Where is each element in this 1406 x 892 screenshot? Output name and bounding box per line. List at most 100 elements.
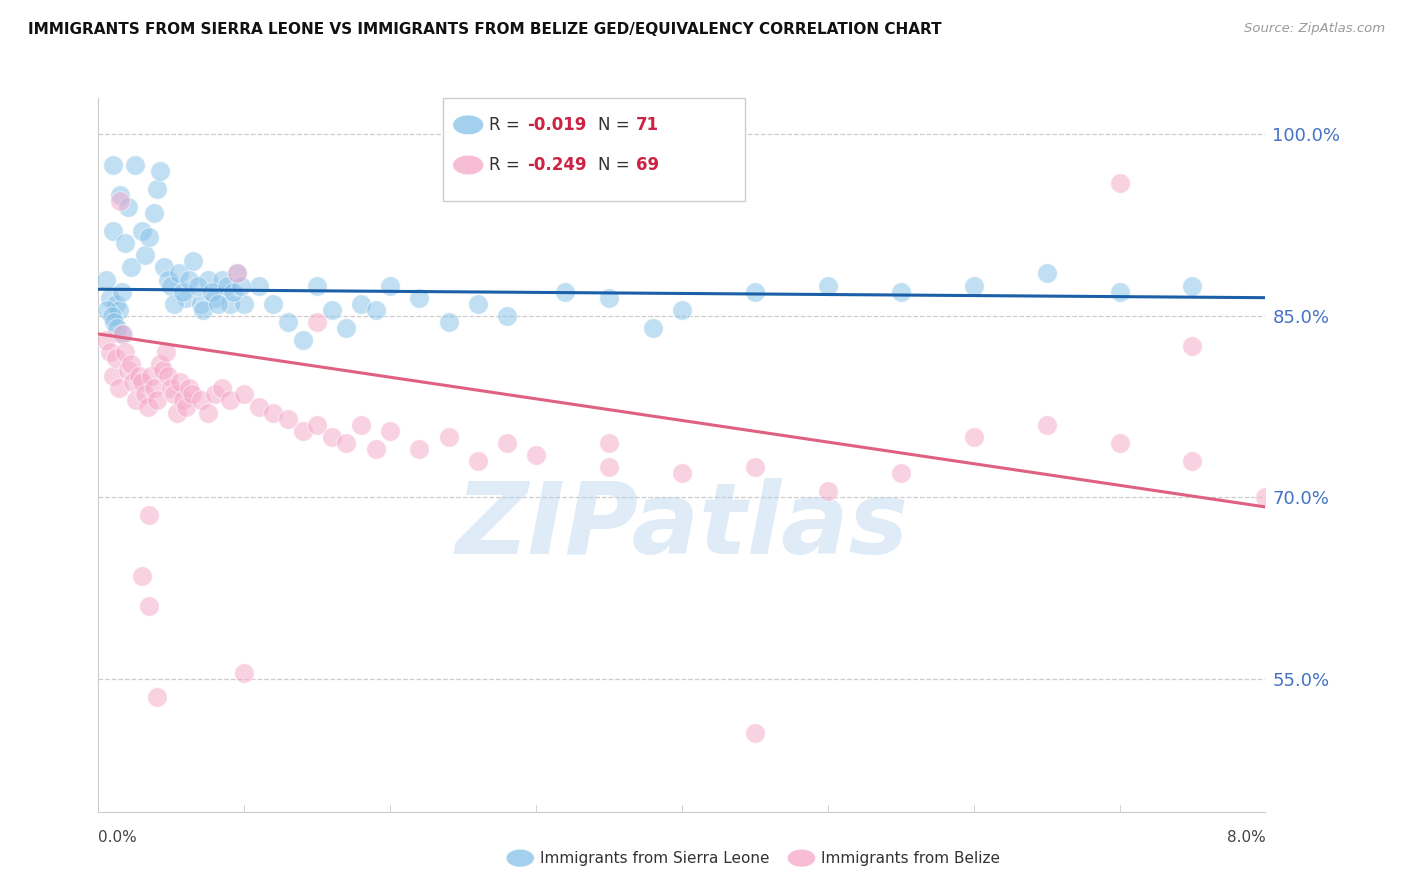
- Point: [364, 302, 387, 317]
- Point: [146, 393, 169, 408]
- Point: [226, 267, 249, 281]
- Point: [262, 406, 284, 420]
- Point: [149, 357, 172, 371]
- Point: [101, 224, 124, 238]
- Point: [112, 326, 135, 341]
- Point: [744, 726, 766, 740]
- Text: Immigrants from Sierra Leone: Immigrants from Sierra Leone: [540, 851, 769, 865]
- Point: [1035, 267, 1057, 281]
- Point: [307, 278, 329, 293]
- Point: [744, 460, 766, 475]
- Point: [122, 376, 145, 390]
- Point: [1181, 278, 1204, 293]
- Point: [197, 272, 219, 286]
- Text: 0.0%: 0.0%: [98, 830, 138, 845]
- Point: [467, 297, 489, 311]
- Point: [190, 297, 212, 311]
- Point: [524, 448, 547, 462]
- Point: [180, 387, 202, 401]
- Point: [152, 363, 174, 377]
- Point: [380, 424, 402, 438]
- Point: [598, 435, 620, 450]
- Text: ZIPatlas: ZIPatlas: [456, 478, 908, 574]
- Point: [131, 569, 153, 583]
- Point: [110, 187, 132, 202]
- Point: [167, 267, 190, 281]
- Text: 8.0%: 8.0%: [1226, 830, 1265, 845]
- Point: [1181, 454, 1204, 468]
- Text: -0.019: -0.019: [527, 116, 586, 134]
- Point: [350, 297, 373, 311]
- Point: [307, 315, 329, 329]
- Point: [98, 291, 121, 305]
- Point: [131, 224, 153, 238]
- Point: [437, 315, 460, 329]
- Text: -0.249: -0.249: [527, 156, 586, 174]
- Point: [204, 291, 226, 305]
- Point: [142, 381, 165, 395]
- Point: [211, 272, 233, 286]
- Point: [114, 236, 136, 251]
- Point: [598, 460, 620, 475]
- Point: [598, 291, 620, 305]
- Point: [100, 309, 122, 323]
- Point: [671, 302, 693, 317]
- Point: [226, 267, 249, 281]
- Point: [111, 326, 134, 341]
- Point: [125, 393, 148, 408]
- Point: [160, 278, 183, 293]
- Point: [139, 369, 162, 384]
- Point: [1108, 285, 1130, 299]
- Point: [193, 302, 215, 317]
- Point: [364, 442, 387, 456]
- Point: [157, 369, 180, 384]
- Point: [233, 387, 256, 401]
- Point: [104, 297, 127, 311]
- Point: [233, 297, 256, 311]
- Point: [233, 665, 256, 680]
- Point: [108, 302, 131, 317]
- Point: [124, 158, 146, 172]
- Point: [204, 387, 226, 401]
- Point: [554, 285, 576, 299]
- Point: [146, 690, 169, 704]
- Point: [201, 285, 224, 299]
- Point: [1108, 435, 1130, 450]
- Point: [1254, 490, 1277, 504]
- Text: N =: N =: [598, 156, 634, 174]
- Point: [136, 400, 159, 414]
- Point: [166, 406, 188, 420]
- Point: [96, 302, 118, 317]
- Point: [138, 599, 160, 613]
- Point: [138, 230, 160, 244]
- Point: [94, 333, 117, 347]
- Point: [169, 376, 191, 390]
- Point: [110, 194, 132, 208]
- Point: [157, 272, 180, 286]
- Point: [128, 369, 150, 384]
- Point: [117, 363, 139, 377]
- Point: [187, 278, 209, 293]
- Point: [120, 260, 142, 275]
- Text: 69: 69: [636, 156, 658, 174]
- Point: [744, 285, 766, 299]
- Point: [94, 272, 117, 286]
- Point: [467, 454, 489, 468]
- Point: [114, 345, 136, 359]
- Point: [335, 435, 357, 450]
- Point: [307, 417, 329, 432]
- Point: [321, 430, 343, 444]
- Text: R =: R =: [489, 156, 526, 174]
- Point: [190, 393, 212, 408]
- Point: [277, 315, 299, 329]
- Point: [104, 351, 127, 366]
- Point: [218, 297, 240, 311]
- Text: IMMIGRANTS FROM SIERRA LEONE VS IMMIGRANTS FROM BELIZE GED/EQUIVALENCY CORRELATI: IMMIGRANTS FROM SIERRA LEONE VS IMMIGRAN…: [28, 22, 942, 37]
- Point: [277, 411, 299, 425]
- Point: [817, 484, 839, 499]
- Point: [163, 297, 186, 311]
- Point: [120, 357, 142, 371]
- Point: [1035, 417, 1057, 432]
- Text: Source: ZipAtlas.com: Source: ZipAtlas.com: [1244, 22, 1385, 36]
- Point: [98, 345, 121, 359]
